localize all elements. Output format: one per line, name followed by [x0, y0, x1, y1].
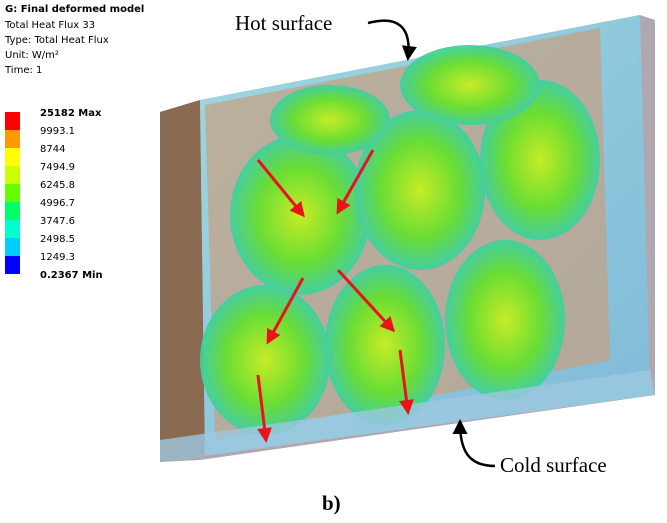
header-line: Type: Total Heat Flux — [4, 35, 109, 46]
legend-swatch — [5, 220, 20, 238]
annotation-arrow — [460, 422, 495, 466]
legend-label: 6245.8 — [40, 180, 75, 191]
annotation: Hot surface — [235, 11, 332, 35]
annotation-arrow — [368, 21, 409, 58]
legend-label: 4996.7 — [40, 198, 75, 209]
figure: G: Final deformed model Total Heat Flux … — [0, 0, 667, 523]
legend-label: 2498.5 — [40, 234, 75, 245]
legend-label: 25182 Max — [40, 108, 102, 119]
caption: b) — [322, 491, 341, 515]
legend-label: 1249.3 — [40, 252, 75, 263]
header-line: Unit: W/m² — [5, 50, 59, 61]
legend-swatch — [5, 202, 20, 220]
legend-label: 8744 — [40, 144, 65, 155]
legend-label: 3747.6 — [40, 216, 75, 227]
header-title: G: Final deformed model — [5, 4, 144, 15]
legend-label: 9993.1 — [40, 126, 75, 137]
header-line: Time: 1 — [4, 65, 42, 76]
legend-label: 0.2367 Min — [40, 270, 103, 281]
legend-swatch — [5, 148, 20, 166]
header-line: Total Heat Flux 33 — [4, 20, 95, 31]
legend-label: 7494.9 — [40, 162, 75, 173]
legend-swatch — [5, 256, 20, 274]
model — [160, 15, 655, 462]
annotation: Cold surface — [500, 453, 607, 477]
legend-swatch — [5, 130, 20, 148]
legend-swatch — [5, 184, 20, 202]
legend-swatch — [5, 238, 20, 256]
legend-swatch — [5, 166, 20, 184]
legend-swatch — [5, 112, 20, 130]
